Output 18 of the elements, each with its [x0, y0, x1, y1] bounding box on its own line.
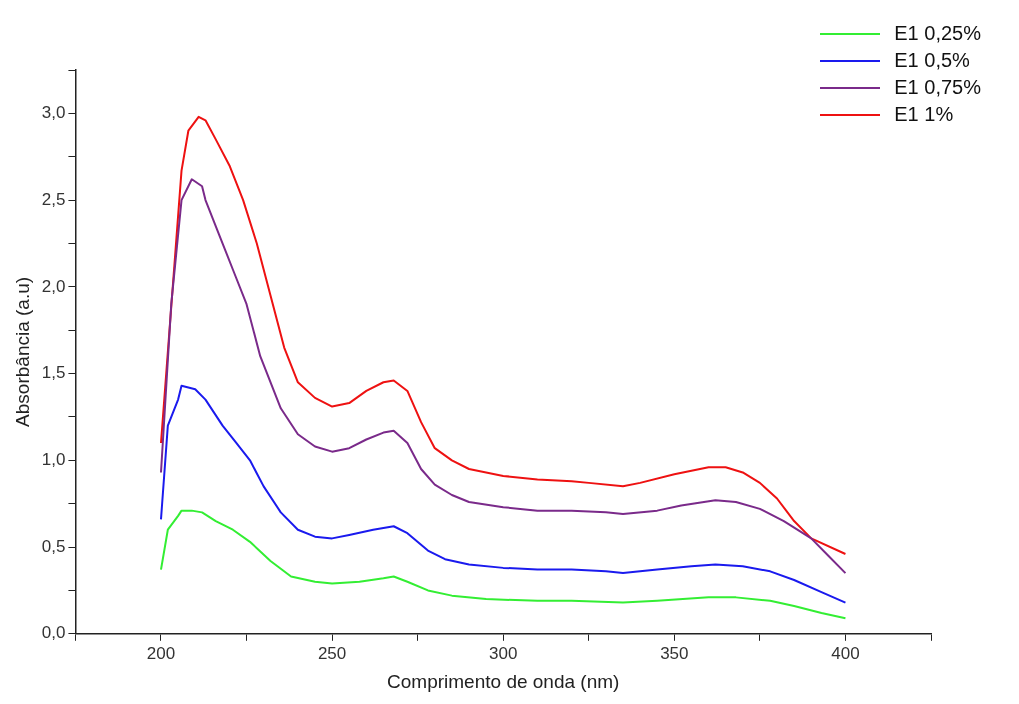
x-tick-label: 200 [146, 643, 176, 663]
legend-label: E1 1% [894, 103, 954, 126]
y-tick-label: 2,0 [41, 276, 66, 296]
y-tick-label: 0,5 [41, 536, 66, 556]
y-tick-label: 1,5 [41, 363, 66, 383]
y-tick-label: 1,0 [41, 450, 66, 470]
legend-label: E1 0,25% [894, 22, 981, 45]
y-axis-title: Absorbância (a.u) [11, 276, 33, 427]
x-tick-label: 250 [317, 643, 347, 663]
x-tick-label: 400 [831, 643, 860, 663]
legend-label: E1 0,75% [894, 76, 981, 99]
x-axis-title: Comprimento de onda (nm) [387, 670, 620, 692]
y-tick-label: 3,0 [41, 103, 66, 123]
x-tick-label: 350 [660, 643, 689, 663]
legend-label: E1 0,5% [894, 49, 970, 72]
y-tick-label: 2,5 [41, 189, 66, 209]
x-tick-label: 300 [489, 643, 518, 663]
y-tick-label: 0,0 [41, 623, 66, 643]
